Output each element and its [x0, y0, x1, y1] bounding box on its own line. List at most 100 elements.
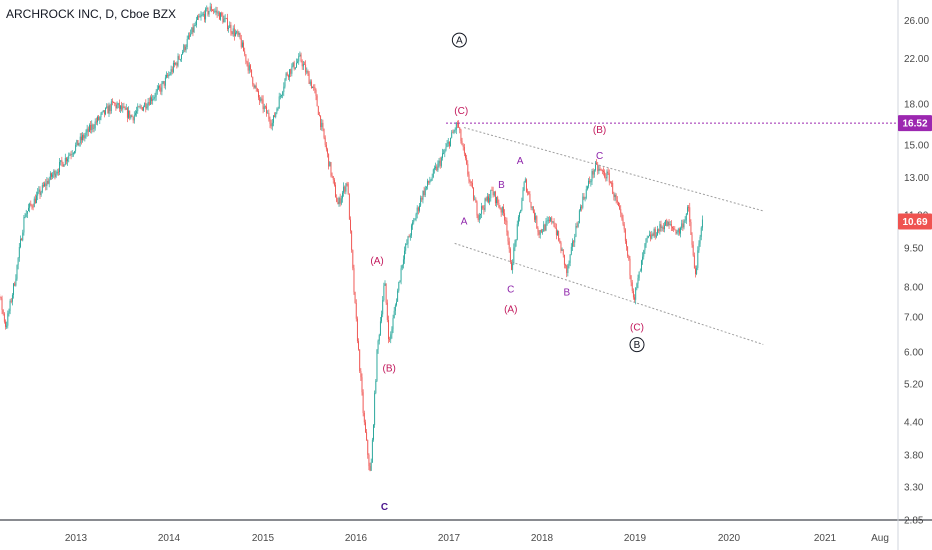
candle-body — [365, 422, 366, 433]
candle-body — [267, 112, 269, 114]
candle-body — [544, 224, 546, 231]
candle-body — [323, 128, 325, 138]
candle-body — [114, 102, 116, 104]
candle-body — [149, 97, 151, 105]
candle-body — [588, 180, 589, 187]
candle-body — [1, 298, 3, 310]
candle-body — [82, 135, 83, 141]
candle-body — [206, 8, 208, 9]
candle-body — [389, 339, 391, 340]
y-tick-label: 5.20 — [904, 380, 924, 391]
candle-body — [368, 454, 370, 467]
candle-body — [314, 87, 316, 91]
candle-body — [57, 171, 59, 173]
candle-body — [589, 180, 591, 183]
candle-body — [443, 152, 445, 154]
candle-body — [122, 106, 124, 110]
candle-body — [561, 249, 563, 251]
candle-body — [125, 108, 127, 110]
candle-body — [660, 224, 662, 228]
candle-body — [404, 250, 405, 260]
x-tick-label: 2016 — [345, 533, 368, 544]
candle-body — [48, 179, 50, 184]
candle-body — [194, 25, 196, 26]
candle-body — [543, 224, 545, 232]
candle-body — [301, 61, 303, 67]
candle-body — [13, 283, 14, 295]
candle-body — [670, 223, 672, 227]
candle-body — [251, 69, 253, 77]
candle-body — [345, 183, 347, 192]
candle-body — [198, 16, 200, 18]
candle-body — [584, 197, 586, 199]
candle-body — [310, 81, 312, 88]
candle-body — [179, 59, 181, 60]
candle-body — [72, 153, 74, 155]
candle-body — [140, 106, 142, 108]
candle-body — [634, 297, 635, 300]
candle-body — [691, 234, 693, 245]
candle-body — [260, 98, 262, 101]
candle-body — [514, 242, 516, 248]
candle-body — [254, 85, 256, 88]
candle-body — [693, 255, 695, 269]
candle-body — [86, 128, 88, 133]
candle-body — [32, 207, 34, 208]
candle-body — [352, 250, 354, 269]
candle-body — [398, 281, 400, 291]
candle-body — [651, 234, 653, 239]
candle-body — [344, 186, 346, 192]
candle-body — [475, 199, 477, 203]
candle-body — [553, 221, 555, 227]
wave-label: (A) — [504, 304, 517, 315]
candle-body — [393, 310, 395, 319]
candle-body — [377, 340, 379, 350]
candle-body — [26, 211, 28, 214]
candle-body — [325, 144, 327, 150]
candle-body — [592, 171, 594, 175]
candle-body — [359, 349, 361, 372]
candle-body — [516, 224, 518, 240]
candle-body — [517, 217, 519, 225]
candle-body — [580, 206, 581, 211]
candle-body — [14, 283, 16, 286]
wave-label: C — [381, 502, 388, 513]
candle-body — [51, 173, 52, 177]
candle-body — [618, 202, 619, 206]
candle-body — [223, 18, 225, 23]
candle-body — [371, 439, 373, 463]
wave-label: A — [517, 156, 524, 167]
candle-body — [29, 203, 31, 208]
candle-body — [538, 231, 540, 235]
candle-body — [457, 122, 458, 124]
candle-body — [499, 206, 501, 209]
candle-body — [176, 62, 178, 66]
y-tick-label: 13.00 — [904, 173, 929, 184]
candle-body — [228, 27, 230, 29]
candle-body — [673, 228, 675, 230]
candle-body — [54, 170, 56, 177]
candle-body — [146, 106, 148, 109]
candle-body — [247, 62, 249, 71]
candle-body — [653, 229, 655, 236]
candle-body — [9, 300, 11, 311]
candle-body — [674, 229, 676, 231]
candle-body — [455, 122, 457, 130]
candle-body — [480, 213, 481, 215]
x-tick-label: 2021 — [814, 533, 837, 544]
candle-body — [273, 115, 274, 123]
candle-body — [304, 63, 305, 65]
candle-body — [484, 198, 486, 210]
candle-body — [167, 75, 169, 77]
candle-body — [603, 170, 604, 172]
candle-body — [236, 31, 238, 33]
candle-body — [467, 163, 469, 175]
y-tick-label: 15.00 — [904, 140, 929, 151]
candle-body — [131, 115, 133, 117]
candle-body — [555, 227, 557, 236]
candle-body — [534, 212, 535, 220]
candle-body — [207, 8, 209, 15]
candle-body — [474, 199, 476, 201]
